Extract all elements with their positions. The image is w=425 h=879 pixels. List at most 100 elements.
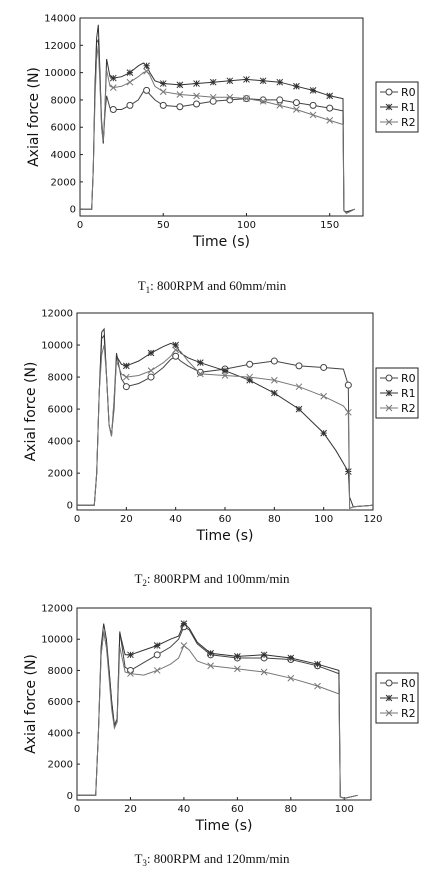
data-point-r1 <box>260 651 268 659</box>
legend-label: R1 <box>401 387 416 400</box>
legend-marker-r2 <box>385 118 393 126</box>
y-axis-label: Axial force (N) <box>23 654 39 754</box>
y-axis-label: Axial force (N) <box>23 362 39 462</box>
data-point-r2 <box>260 668 268 676</box>
y-tick-label: 2000 <box>48 469 73 480</box>
series-r1 <box>80 24 355 213</box>
data-point-r1 <box>276 78 284 86</box>
x-tick-label: 0 <box>77 220 83 231</box>
series-r1 <box>77 620 358 799</box>
legend: R0 R1 R2 <box>375 81 419 133</box>
caption-subscript: 3 <box>142 858 147 868</box>
series-r2 <box>77 631 358 799</box>
x-tick-label: 20 <box>124 804 137 815</box>
data-point-r0 <box>143 86 151 94</box>
data-point-r2 <box>193 92 200 100</box>
data-point-r0 <box>126 101 134 109</box>
series-r2 <box>80 45 355 214</box>
data-point-r0 <box>295 362 303 370</box>
data-point-r0 <box>276 96 284 104</box>
x-axis-label: Time (s) <box>195 818 253 834</box>
caption-text: : 800RPM and 60mm/min <box>150 278 287 293</box>
data-point-r2 <box>246 373 254 381</box>
legend-label: R1 <box>401 692 416 705</box>
data-point-r2 <box>293 106 300 113</box>
y-tick-label: 12000 <box>41 309 73 320</box>
legend: R0 R1 R2 <box>375 367 419 419</box>
y-tick-label: 4000 <box>48 437 73 448</box>
y-tick-label: 6000 <box>48 697 73 708</box>
plot-frame <box>79 17 364 217</box>
data-point-r0 <box>159 101 167 109</box>
data-point-r1 <box>153 642 161 649</box>
legend: R0 R1 R2 <box>375 672 419 724</box>
legend-marker-r1 <box>385 694 393 702</box>
data-point-r2 <box>153 667 161 674</box>
legend-marker-r2 <box>385 709 393 717</box>
legend-marker-r0 <box>385 679 393 687</box>
data-point-r2 <box>314 682 321 690</box>
chart-panel-3: 0 20 40 60 80 100 0 2000 4000 6000 8000 10000 12000 T… <box>23 604 419 868</box>
y-tick-label: 10000 <box>41 341 73 352</box>
data-point-r1 <box>143 62 150 70</box>
data-point-r1 <box>172 341 180 349</box>
data-point-r1 <box>293 82 300 90</box>
data-point-r2 <box>127 670 134 677</box>
legend-label: R1 <box>401 101 416 114</box>
x-axis-label: Time (s) <box>192 234 250 250</box>
data-point-r2 <box>207 662 214 670</box>
data-point-r2 <box>126 78 134 86</box>
legend-label: R2 <box>401 402 416 415</box>
data-point-r2 <box>147 367 155 375</box>
x-tick-label: 50 <box>157 220 170 231</box>
data-point-r1 <box>207 649 214 657</box>
x-tick-label: 0 <box>74 804 80 815</box>
data-point-r0 <box>209 97 217 105</box>
series-line-r2 <box>80 45 355 214</box>
data-point-r1 <box>246 376 254 384</box>
y-tick-label: 6000 <box>51 123 76 134</box>
x-tick-label: 40 <box>178 804 191 815</box>
data-point-r1 <box>126 69 134 76</box>
data-point-r1 <box>314 660 321 668</box>
x-tick-label: 100 <box>237 220 256 231</box>
plot-frame <box>76 312 374 511</box>
data-point-r2 <box>270 376 278 384</box>
data-point-r1 <box>344 468 352 475</box>
caption-main: T <box>134 571 142 586</box>
x-tick-label: 80 <box>284 804 297 815</box>
data-point-r2 <box>109 84 117 91</box>
data-point-r2 <box>344 408 352 416</box>
data-point-r2 <box>226 93 234 101</box>
legend-label: R0 <box>401 372 416 385</box>
data-point-r1 <box>270 389 278 397</box>
x-tick-label: 60 <box>219 514 232 525</box>
data-point-r2 <box>143 67 150 75</box>
series-line-r0 <box>77 334 374 510</box>
series-line-r1 <box>80 24 355 213</box>
data-point-r0 <box>122 383 130 391</box>
y-tick-label: 2000 <box>51 177 76 188</box>
data-point-r2 <box>259 97 267 105</box>
data-point-r0 <box>270 357 278 365</box>
y-tick-label: 0 <box>70 205 76 216</box>
y-tick-label: 12000 <box>44 41 76 52</box>
x-tick-label: 0 <box>74 514 80 525</box>
caption-subscript: 1 <box>146 285 151 295</box>
y-tick-label: 8000 <box>51 95 76 106</box>
caption-main: T <box>138 278 146 293</box>
data-point-r2 <box>196 370 204 378</box>
data-point-r1 <box>109 74 117 82</box>
plot-frame <box>76 607 372 801</box>
data-point-r1 <box>209 78 217 86</box>
chart-panel-2: 0 20 40 60 80 100 120 0 2000 4000 6000 8000 10000 120… <box>23 309 419 588</box>
data-point-r0 <box>172 352 180 360</box>
data-point-r1 <box>180 620 188 627</box>
data-point-r2 <box>176 91 184 98</box>
data-point-r2 <box>320 392 328 400</box>
y-tick-label: 10000 <box>41 635 73 646</box>
data-point-r2 <box>172 346 180 354</box>
legend-label: R2 <box>401 707 416 720</box>
data-point-r0 <box>109 105 117 113</box>
data-point-r2 <box>243 95 250 102</box>
